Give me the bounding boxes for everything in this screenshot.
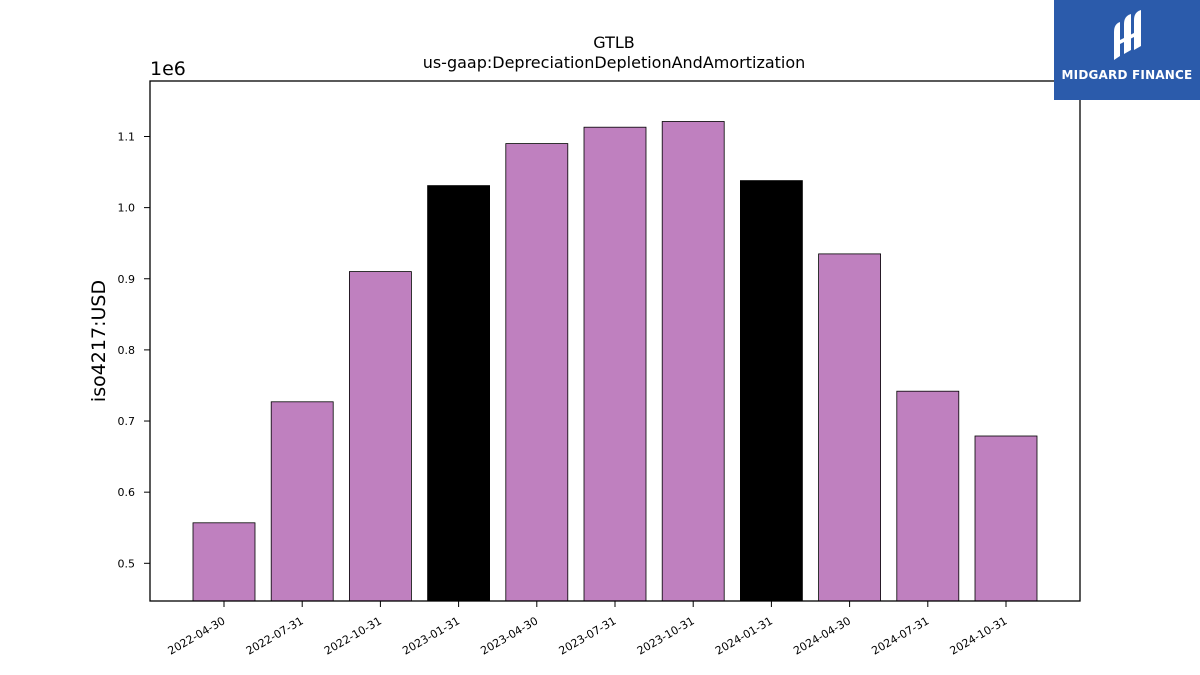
midgard-logo-icon (1114, 10, 1141, 60)
bar-2024-01-31 (740, 180, 803, 602)
x-tick-label: 2023-10-31 (635, 614, 697, 657)
x-tick-label: 2022-07-31 (244, 614, 306, 657)
y-tick-label: 0.7 (118, 415, 136, 428)
y-tick-label: 0.9 (118, 273, 136, 286)
y-scale-label: 1e6 (150, 58, 186, 80)
plot-frame (149, 80, 1081, 602)
bars-group (192, 121, 1038, 602)
x-tick-label: 2024-04-30 (791, 614, 853, 657)
y-axis-label: iso4217:USD (88, 280, 110, 402)
bar-2023-01-31 (427, 185, 491, 602)
y-ticks-group: 0.5 0.6 0.7 0.8 0.9 1.0 1.1 (118, 130, 150, 570)
bar-2022-07-31 (270, 401, 334, 602)
bar-2024-04-30 (818, 253, 881, 602)
y-tick-label: 1.1 (118, 130, 136, 143)
x-tick-label: 2022-04-30 (166, 614, 228, 657)
y-tick-label: 0.8 (118, 344, 136, 357)
x-tick-label: 2022-10-31 (322, 614, 384, 657)
bar-2024-10-31 (974, 435, 1038, 602)
bar-2023-04-30 (505, 143, 569, 602)
y-tick-label: 1.0 (118, 202, 136, 215)
logo-text: MIDGARD FINANCE (1061, 68, 1193, 82)
chart-subtitle: us-gaap:DepreciationDepletionAndAmortiza… (423, 53, 806, 72)
bar-2023-10-31 (661, 121, 725, 602)
chart-title: GTLB (593, 33, 635, 52)
x-tick-label: 2024-07-31 (869, 614, 931, 657)
bar-2023-07-31 (583, 126, 647, 602)
bar-2022-04-30 (192, 522, 256, 602)
midgard-finance-logo: MIDGARD FINANCE (1054, 0, 1200, 100)
x-tick-label: 2024-01-31 (713, 614, 775, 657)
y-tick-label: 0.5 (118, 557, 136, 570)
x-tick-label: 2023-01-31 (400, 614, 462, 657)
x-tick-label: 2023-07-31 (557, 614, 619, 657)
x-ticks-group: 2022-04-30 2022-07-31 2022-10-31 2023-01-31… (166, 601, 1010, 658)
bar-2022-10-31 (348, 271, 412, 602)
bar-2024-07-31 (896, 390, 960, 602)
x-tick-label: 2024-10-31 (948, 614, 1010, 657)
x-tick-label: 2023-04-30 (478, 614, 540, 657)
y-tick-label: 0.6 (118, 486, 136, 499)
